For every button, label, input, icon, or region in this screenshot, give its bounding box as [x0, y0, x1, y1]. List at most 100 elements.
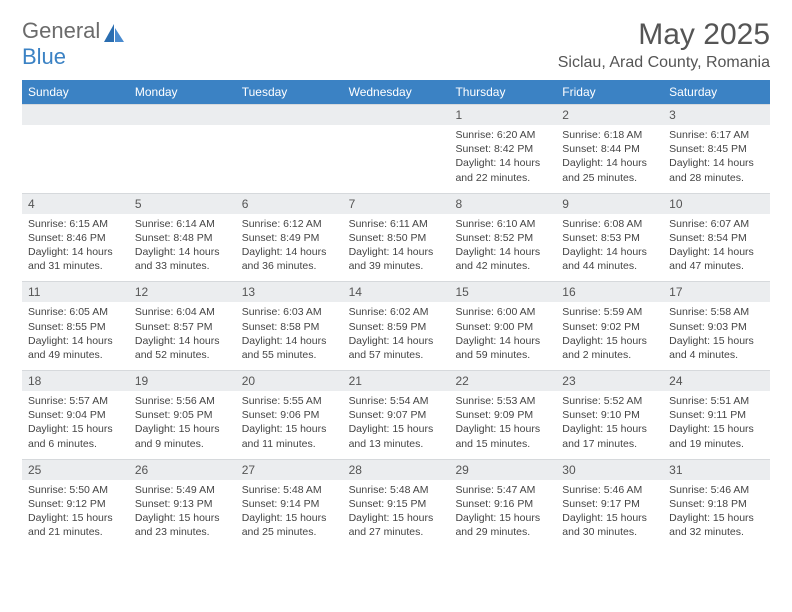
date-number: 30	[556, 460, 663, 480]
day-cell: Sunrise: 6:08 AMSunset: 8:53 PMDaylight:…	[556, 214, 663, 282]
sunrise-text: Sunrise: 6:11 AM	[349, 217, 444, 231]
d2-text: and 6 minutes.	[28, 437, 123, 451]
day-cell: Sunrise: 5:50 AMSunset: 9:12 PMDaylight:…	[22, 480, 129, 548]
sunrise-text: Sunrise: 5:52 AM	[562, 394, 657, 408]
d2-text: and 28 minutes.	[669, 171, 764, 185]
d2-text: and 39 minutes.	[349, 259, 444, 273]
sunrise-text: Sunrise: 5:47 AM	[455, 483, 550, 497]
d2-text: and 9 minutes.	[135, 437, 230, 451]
sunset-text: Sunset: 9:11 PM	[669, 408, 764, 422]
day-cell: Sunrise: 5:48 AMSunset: 9:14 PMDaylight:…	[236, 480, 343, 548]
sunrise-text: Sunrise: 6:00 AM	[455, 305, 550, 319]
day-data-row: Sunrise: 5:57 AMSunset: 9:04 PMDaylight:…	[22, 391, 770, 459]
sunrise-text: Sunrise: 5:51 AM	[669, 394, 764, 408]
day-cell: Sunrise: 5:54 AMSunset: 9:07 PMDaylight:…	[343, 391, 450, 459]
sunrise-text: Sunrise: 6:18 AM	[562, 128, 657, 142]
d1-text: Daylight: 15 hours	[455, 511, 550, 525]
day-cell: Sunrise: 6:00 AMSunset: 9:00 PMDaylight:…	[449, 302, 556, 370]
day-cell: Sunrise: 5:59 AMSunset: 9:02 PMDaylight:…	[556, 302, 663, 370]
sunrise-text: Sunrise: 5:55 AM	[242, 394, 337, 408]
sunset-text: Sunset: 9:18 PM	[669, 497, 764, 511]
sunrise-text: Sunrise: 6:17 AM	[669, 128, 764, 142]
date-number: 27	[236, 460, 343, 480]
d1-text: Daylight: 14 hours	[455, 334, 550, 348]
d1-text: Daylight: 15 hours	[242, 422, 337, 436]
d2-text: and 27 minutes.	[349, 525, 444, 539]
date-number: 6	[236, 194, 343, 214]
day-cell: Sunrise: 6:15 AMSunset: 8:46 PMDaylight:…	[22, 214, 129, 282]
d2-text: and 15 minutes.	[455, 437, 550, 451]
d2-text: and 21 minutes.	[28, 525, 123, 539]
sunset-text: Sunset: 8:55 PM	[28, 320, 123, 334]
day-cell: Sunrise: 6:05 AMSunset: 8:55 PMDaylight:…	[22, 302, 129, 370]
d1-text: Daylight: 15 hours	[242, 511, 337, 525]
logo-sail-icon	[102, 22, 126, 46]
sunrise-text: Sunrise: 6:02 AM	[349, 305, 444, 319]
sunset-text: Sunset: 9:17 PM	[562, 497, 657, 511]
weekday-header: Saturday	[663, 80, 770, 104]
day-cell	[129, 125, 236, 193]
sunrise-text: Sunrise: 5:59 AM	[562, 305, 657, 319]
sunrise-text: Sunrise: 6:03 AM	[242, 305, 337, 319]
location-text: Siclau, Arad County, Romania	[558, 54, 770, 72]
d2-text: and 22 minutes.	[455, 171, 550, 185]
d1-text: Daylight: 15 hours	[28, 511, 123, 525]
sunrise-text: Sunrise: 6:07 AM	[669, 217, 764, 231]
d1-text: Daylight: 14 hours	[669, 245, 764, 259]
sunset-text: Sunset: 9:04 PM	[28, 408, 123, 422]
sunset-text: Sunset: 9:13 PM	[135, 497, 230, 511]
sunset-text: Sunset: 8:44 PM	[562, 142, 657, 156]
sunset-text: Sunset: 9:10 PM	[562, 408, 657, 422]
date-number	[343, 105, 450, 125]
date-number-row: 25262728293031	[22, 459, 770, 480]
sunset-text: Sunset: 8:46 PM	[28, 231, 123, 245]
logo-blue: Blue	[22, 44, 66, 69]
sunset-text: Sunset: 8:59 PM	[349, 320, 444, 334]
weekday-header-row: SundayMondayTuesdayWednesdayThursdayFrid…	[22, 80, 770, 104]
date-number: 2	[556, 105, 663, 125]
date-number: 15	[449, 282, 556, 302]
date-number: 3	[663, 105, 770, 125]
sunrise-text: Sunrise: 6:20 AM	[455, 128, 550, 142]
d1-text: Daylight: 14 hours	[455, 156, 550, 170]
d2-text: and 33 minutes.	[135, 259, 230, 273]
d1-text: Daylight: 15 hours	[135, 422, 230, 436]
sunrise-text: Sunrise: 5:58 AM	[669, 305, 764, 319]
date-number: 7	[343, 194, 450, 214]
d1-text: Daylight: 14 hours	[562, 245, 657, 259]
date-number: 28	[343, 460, 450, 480]
date-number: 31	[663, 460, 770, 480]
d2-text: and 29 minutes.	[455, 525, 550, 539]
d2-text: and 4 minutes.	[669, 348, 764, 362]
d2-text: and 36 minutes.	[242, 259, 337, 273]
date-number: 12	[129, 282, 236, 302]
date-number: 20	[236, 371, 343, 391]
day-cell: Sunrise: 6:11 AMSunset: 8:50 PMDaylight:…	[343, 214, 450, 282]
day-data-row: Sunrise: 5:50 AMSunset: 9:12 PMDaylight:…	[22, 480, 770, 548]
day-cell: Sunrise: 5:49 AMSunset: 9:13 PMDaylight:…	[129, 480, 236, 548]
d1-text: Daylight: 14 hours	[28, 334, 123, 348]
sunset-text: Sunset: 9:12 PM	[28, 497, 123, 511]
d2-text: and 13 minutes.	[349, 437, 444, 451]
logo-text: General Blue	[22, 18, 100, 70]
sunset-text: Sunset: 8:54 PM	[669, 231, 764, 245]
day-data-row: Sunrise: 6:15 AMSunset: 8:46 PMDaylight:…	[22, 214, 770, 282]
date-number: 4	[22, 194, 129, 214]
sunset-text: Sunset: 9:14 PM	[242, 497, 337, 511]
d1-text: Daylight: 15 hours	[562, 422, 657, 436]
date-number: 25	[22, 460, 129, 480]
sunset-text: Sunset: 9:05 PM	[135, 408, 230, 422]
sunset-text: Sunset: 8:53 PM	[562, 231, 657, 245]
sunrise-text: Sunrise: 6:05 AM	[28, 305, 123, 319]
day-data-row: Sunrise: 6:05 AMSunset: 8:55 PMDaylight:…	[22, 302, 770, 370]
day-cell: Sunrise: 6:20 AMSunset: 8:42 PMDaylight:…	[449, 125, 556, 193]
sunset-text: Sunset: 8:52 PM	[455, 231, 550, 245]
day-cell: Sunrise: 5:51 AMSunset: 9:11 PMDaylight:…	[663, 391, 770, 459]
weekday-header: Friday	[556, 80, 663, 104]
weekday-header: Sunday	[22, 80, 129, 104]
day-cell	[22, 125, 129, 193]
weekday-header: Tuesday	[236, 80, 343, 104]
sunrise-text: Sunrise: 5:54 AM	[349, 394, 444, 408]
day-cell: Sunrise: 5:57 AMSunset: 9:04 PMDaylight:…	[22, 391, 129, 459]
day-cell	[343, 125, 450, 193]
